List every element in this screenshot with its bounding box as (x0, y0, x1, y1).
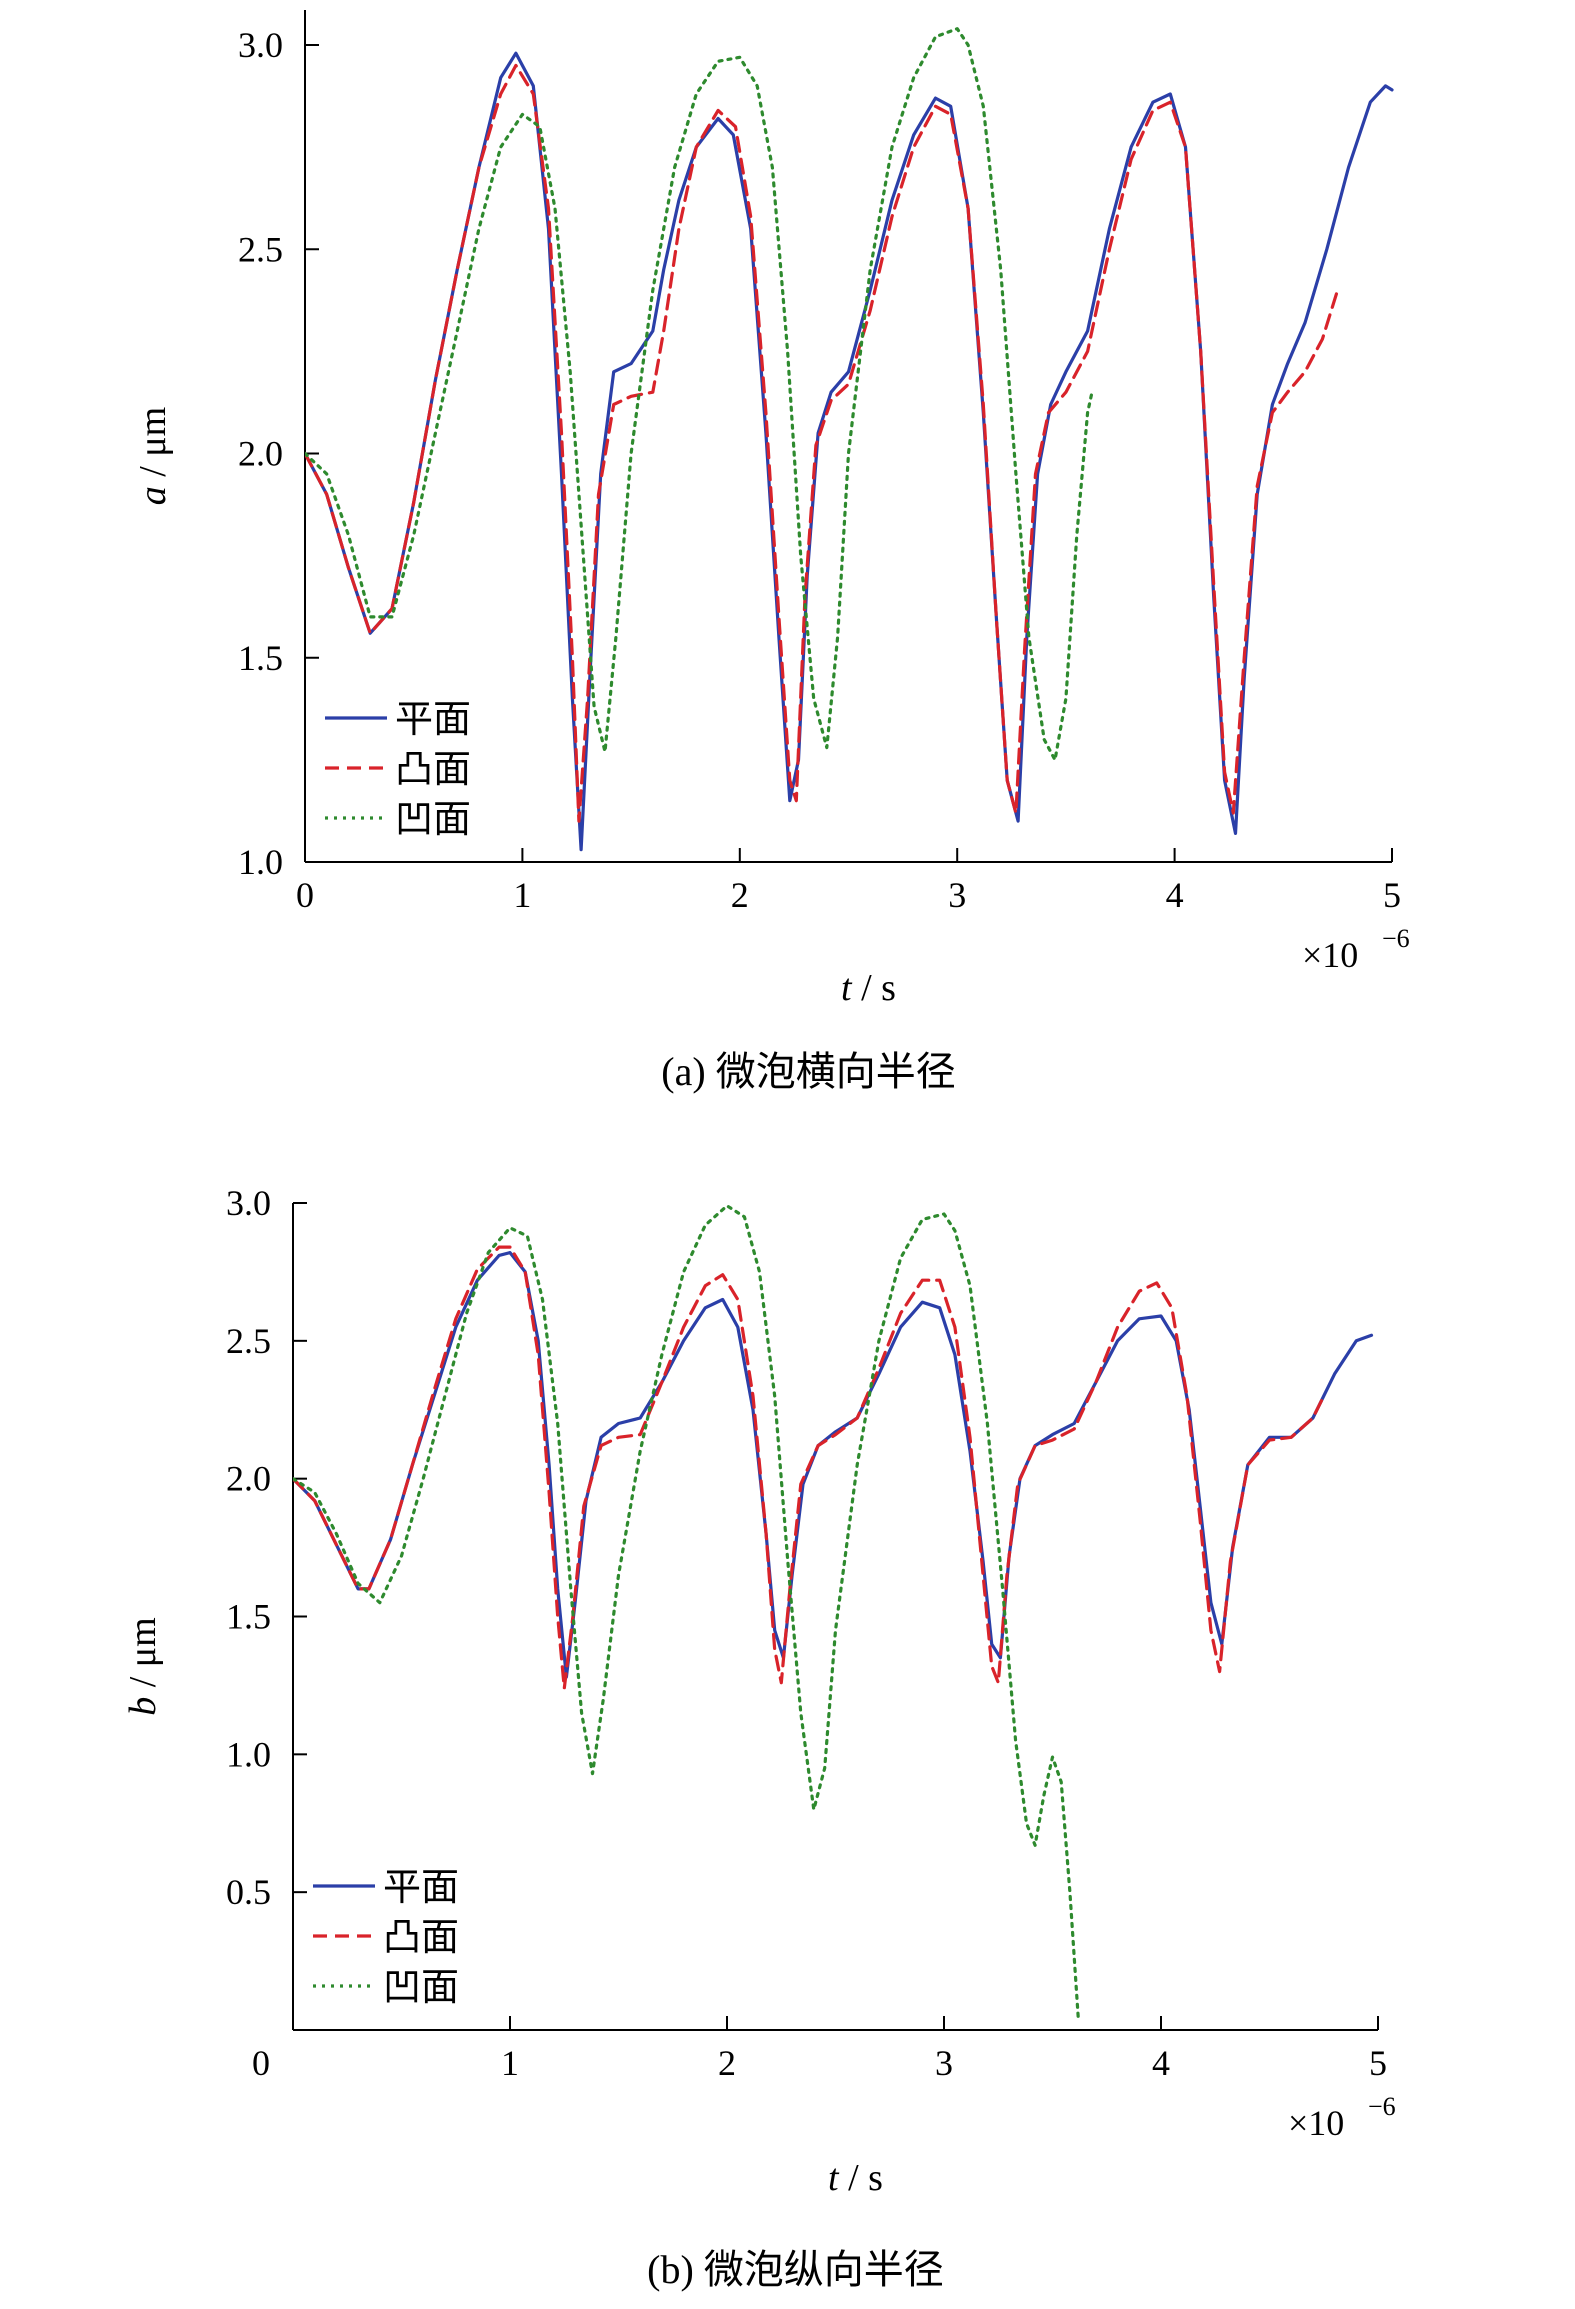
legend-label-1: 平面 (395, 699, 471, 741)
legend-label-2: 凸面 (383, 1917, 459, 1959)
chart-panel-a: 1.0 1.5 2.0 2.5 3.0 0 1 2 3 4 5 ×10 −6 t / s a / μm 平面凸… (132, 10, 1410, 1094)
x-tick-label: 4 (1152, 2043, 1170, 2083)
x-multiplier-label: ×10 (1288, 2103, 1344, 2143)
y-tick-label: 1.0 (226, 1734, 271, 1774)
x-tick-label: 4 (1166, 875, 1184, 915)
y-tick-label: 1.5 (226, 1597, 271, 1637)
y-tick-label: 2.5 (238, 229, 283, 269)
series-line-2 (293, 1245, 1326, 1690)
chart-panel-b: 0.5 1.0 1.5 2.0 2.5 3.0 1 2 3 4 5 0 ×10 −6 t / s b / μm… (122, 1183, 1396, 2292)
y-axis-title: a / μm (132, 407, 174, 506)
y-tick-label: 2.0 (238, 434, 283, 474)
x-tick-label: 1 (513, 875, 531, 915)
x-axis-title: t / s (828, 2157, 883, 2199)
y-tick-label: 1.5 (238, 638, 283, 678)
figure-caption: (b) 微泡纵向半径 (647, 2247, 944, 2292)
x-tick-label: 5 (1383, 875, 1401, 915)
x-exponent-label: −6 (1382, 924, 1410, 953)
x-tick-label: 3 (948, 875, 966, 915)
y-tick-label: 2.0 (226, 1459, 271, 1499)
x-tick-label: 2 (718, 2043, 736, 2083)
x-multiplier-label: ×10 (1302, 935, 1358, 975)
legend-label-1: 平面 (383, 1867, 459, 1909)
series-line-1 (293, 1251, 1374, 1679)
figure-caption: (a) 微泡横向半径 (661, 1049, 955, 1094)
legend-label-3: 凹面 (395, 799, 471, 841)
x-tick-label: 1 (501, 2043, 519, 2083)
x-exponent-label: −6 (1368, 2092, 1396, 2121)
x-tick-label: 3 (935, 2043, 953, 2083)
origin-label: 0 (252, 2043, 270, 2083)
y-tick-label: 1.0 (238, 842, 283, 882)
legend-label-2: 凸面 (395, 749, 471, 791)
y-tick-label: 3.0 (226, 1183, 271, 1223)
y-tick-label: 3.0 (238, 25, 283, 65)
series-line-2 (305, 63, 1340, 823)
legend-label-3: 凹面 (383, 1967, 459, 2009)
x-tick-label: 2 (731, 875, 749, 915)
x-tick-label: 0 (296, 875, 314, 915)
series-line-3 (293, 1204, 1081, 2024)
x-tick-label: 5 (1369, 2043, 1387, 2083)
y-axis-title: b / μm (122, 1617, 164, 1716)
y-tick-label: 2.5 (226, 1321, 271, 1361)
y-tick-label: 0.5 (226, 1872, 271, 1912)
series-line-3 (305, 27, 1094, 762)
x-axis-title: t / s (841, 967, 896, 1009)
